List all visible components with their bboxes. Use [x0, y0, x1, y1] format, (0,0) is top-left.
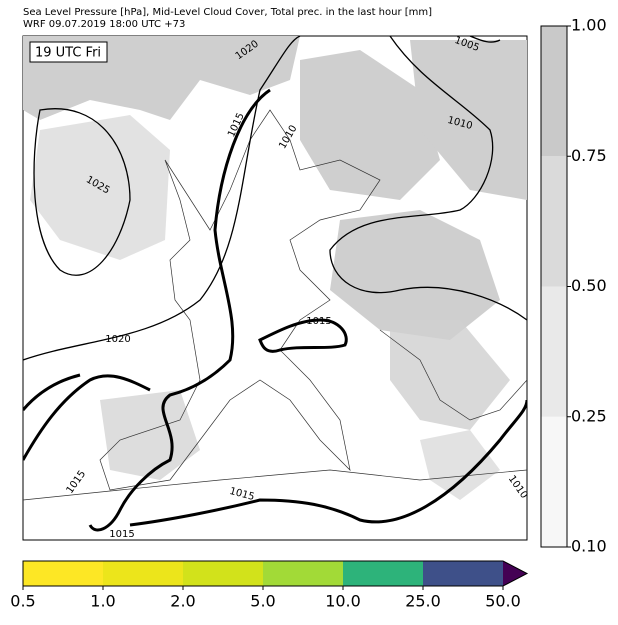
colorbar-extension — [503, 561, 527, 586]
colorbar-segment — [183, 561, 263, 586]
colorbar-segment — [23, 561, 103, 586]
tick-label: 2.0 — [170, 592, 195, 611]
tick-label: 0.50 — [571, 276, 607, 295]
contour-label: 1015 — [109, 529, 134, 540]
tick-label: 10.0 — [325, 592, 361, 611]
subtitle: WRF 09.07.2019 18:00 UTC +73 — [23, 19, 185, 30]
title: Sea Level Pressure [hPa], Mid-Level Clou… — [23, 7, 432, 18]
tick-label: 1.00 — [571, 16, 607, 35]
contour-label: 1020 — [105, 334, 130, 345]
tick-label: 0.10 — [571, 537, 607, 556]
cloud-colorbar: 0.10 0.25 0.50 0.75 1.00 — [540, 16, 607, 556]
colorbar-segment — [541, 156, 567, 287]
tick-label: 25.0 — [405, 592, 441, 611]
tick-label: 50.0 — [485, 592, 521, 611]
colorbar-segment — [103, 561, 183, 586]
tick-label: 0.25 — [571, 406, 607, 425]
tick-label: 1.0 — [90, 592, 115, 611]
tick-label: 0.75 — [571, 146, 607, 165]
tick-label: 0.5 — [10, 592, 35, 611]
colorbar-segment — [343, 561, 423, 586]
map: 19 UTC Fri 1020 1005 1015 1010 1010 1025… — [22, 35, 529, 541]
time-label: 19 UTC Fri — [35, 46, 101, 61]
colorbar-segment — [541, 26, 567, 157]
tick-label: 5.0 — [250, 592, 275, 611]
colorbar-segment — [423, 561, 503, 586]
colorbar-segment — [541, 416, 567, 547]
precip-colorbar: 0.5 1.0 2.0 5.0 10.0 25.0 50.0 — [10, 560, 529, 611]
colorbar-segment — [541, 286, 567, 417]
contour-label: 1015 — [306, 316, 331, 327]
colorbar-segment — [263, 561, 343, 586]
